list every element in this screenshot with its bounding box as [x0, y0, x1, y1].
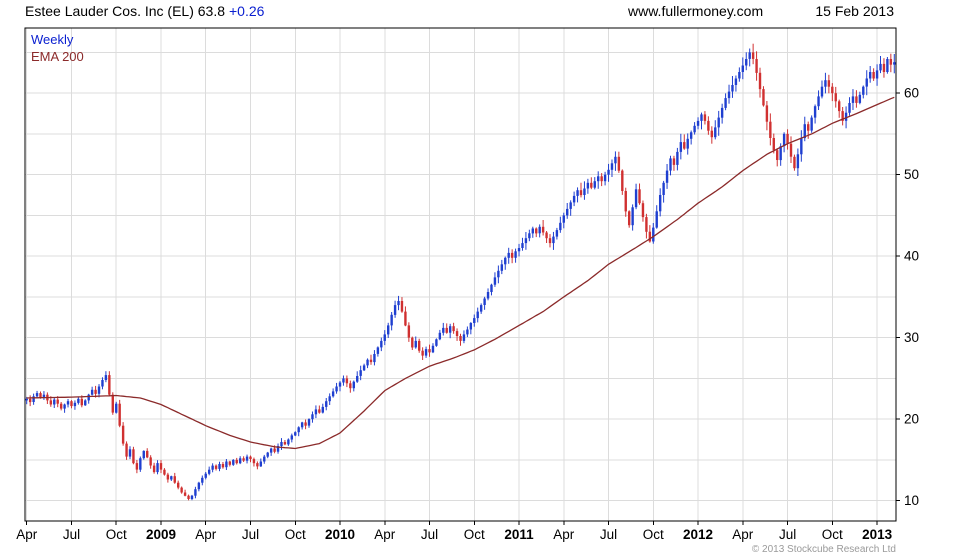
- chart-header: Estee Lauder Cos. Inc (EL) 63.8 +0.26 www…: [0, 3, 980, 23]
- svg-text:Apr: Apr: [374, 527, 396, 542]
- svg-text:10: 10: [904, 493, 919, 508]
- svg-text:Jul: Jul: [242, 527, 259, 542]
- chart-legend: Weekly EMA 200: [31, 31, 84, 65]
- svg-text:Jul: Jul: [779, 527, 796, 542]
- svg-text:40: 40: [904, 249, 919, 264]
- svg-text:Jul: Jul: [421, 527, 438, 542]
- svg-text:Jul: Jul: [63, 527, 80, 542]
- svg-text:20: 20: [904, 412, 919, 427]
- svg-text:2009: 2009: [146, 527, 176, 542]
- instrument-name: Estee Lauder Cos. Inc (EL) 63.8: [25, 3, 225, 19]
- svg-text:2013: 2013: [862, 527, 893, 542]
- svg-text:2012: 2012: [683, 527, 713, 542]
- svg-text:30: 30: [904, 330, 919, 345]
- price-change: +0.26: [229, 3, 265, 19]
- fullermoney-watermark: www.fullermoney.com: [628, 3, 764, 19]
- svg-text:Oct: Oct: [643, 527, 664, 542]
- svg-text:Oct: Oct: [822, 527, 843, 542]
- svg-text:60: 60: [904, 86, 919, 101]
- svg-text:50: 50: [904, 167, 919, 182]
- legend-weekly-label: Weekly: [31, 32, 74, 47]
- svg-text:Apr: Apr: [553, 527, 575, 542]
- svg-text:Oct: Oct: [106, 527, 127, 542]
- svg-text:Oct: Oct: [464, 527, 485, 542]
- svg-text:2011: 2011: [504, 527, 534, 542]
- svg-text:Oct: Oct: [285, 527, 306, 542]
- svg-text:Apr: Apr: [16, 527, 38, 542]
- copyright-notice: © 2013 Stockcube Research Ltd: [751, 544, 896, 555]
- svg-text:Apr: Apr: [732, 527, 754, 542]
- legend-ema-label: EMA 200: [31, 49, 84, 64]
- date-label: 15 Feb 2013: [815, 3, 894, 19]
- svg-text:Apr: Apr: [195, 527, 217, 542]
- svg-text:Jul: Jul: [600, 527, 617, 542]
- page-title: Estee Lauder Cos. Inc (EL) 63.8 +0.26: [25, 3, 264, 19]
- svg-text:2010: 2010: [325, 527, 355, 542]
